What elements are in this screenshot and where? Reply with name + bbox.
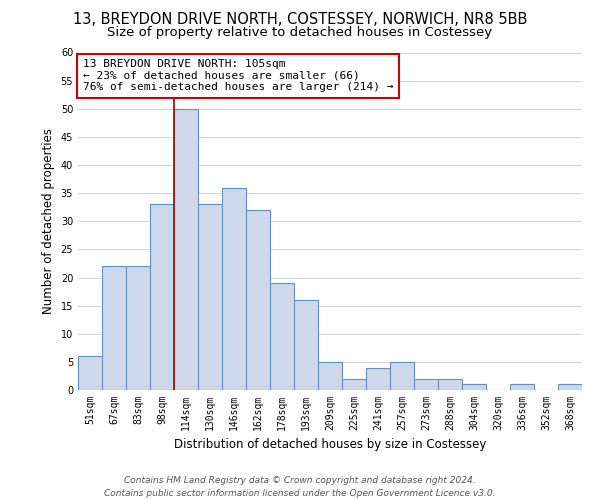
Text: 13, BREYDON DRIVE NORTH, COSTESSEY, NORWICH, NR8 5BB: 13, BREYDON DRIVE NORTH, COSTESSEY, NORW…: [73, 12, 527, 28]
Bar: [150, 204, 174, 390]
Bar: [414, 379, 438, 390]
Bar: [342, 379, 366, 390]
Bar: [78, 356, 102, 390]
Bar: [558, 384, 582, 390]
Y-axis label: Number of detached properties: Number of detached properties: [42, 128, 55, 314]
Text: 13 BREYDON DRIVE NORTH: 105sqm
← 23% of detached houses are smaller (66)
76% of : 13 BREYDON DRIVE NORTH: 105sqm ← 23% of …: [83, 59, 394, 92]
Bar: [198, 204, 222, 390]
Bar: [294, 300, 318, 390]
Text: Contains HM Land Registry data © Crown copyright and database right 2024.
Contai: Contains HM Land Registry data © Crown c…: [104, 476, 496, 498]
Bar: [366, 368, 390, 390]
Bar: [270, 283, 294, 390]
Bar: [174, 109, 198, 390]
Bar: [462, 384, 486, 390]
Bar: [126, 266, 150, 390]
Bar: [246, 210, 270, 390]
Bar: [390, 362, 414, 390]
Bar: [438, 379, 462, 390]
X-axis label: Distribution of detached houses by size in Costessey: Distribution of detached houses by size …: [174, 438, 486, 452]
Bar: [318, 362, 342, 390]
Bar: [102, 266, 126, 390]
Bar: [510, 384, 534, 390]
Text: Size of property relative to detached houses in Costessey: Size of property relative to detached ho…: [107, 26, 493, 39]
Bar: [222, 188, 246, 390]
